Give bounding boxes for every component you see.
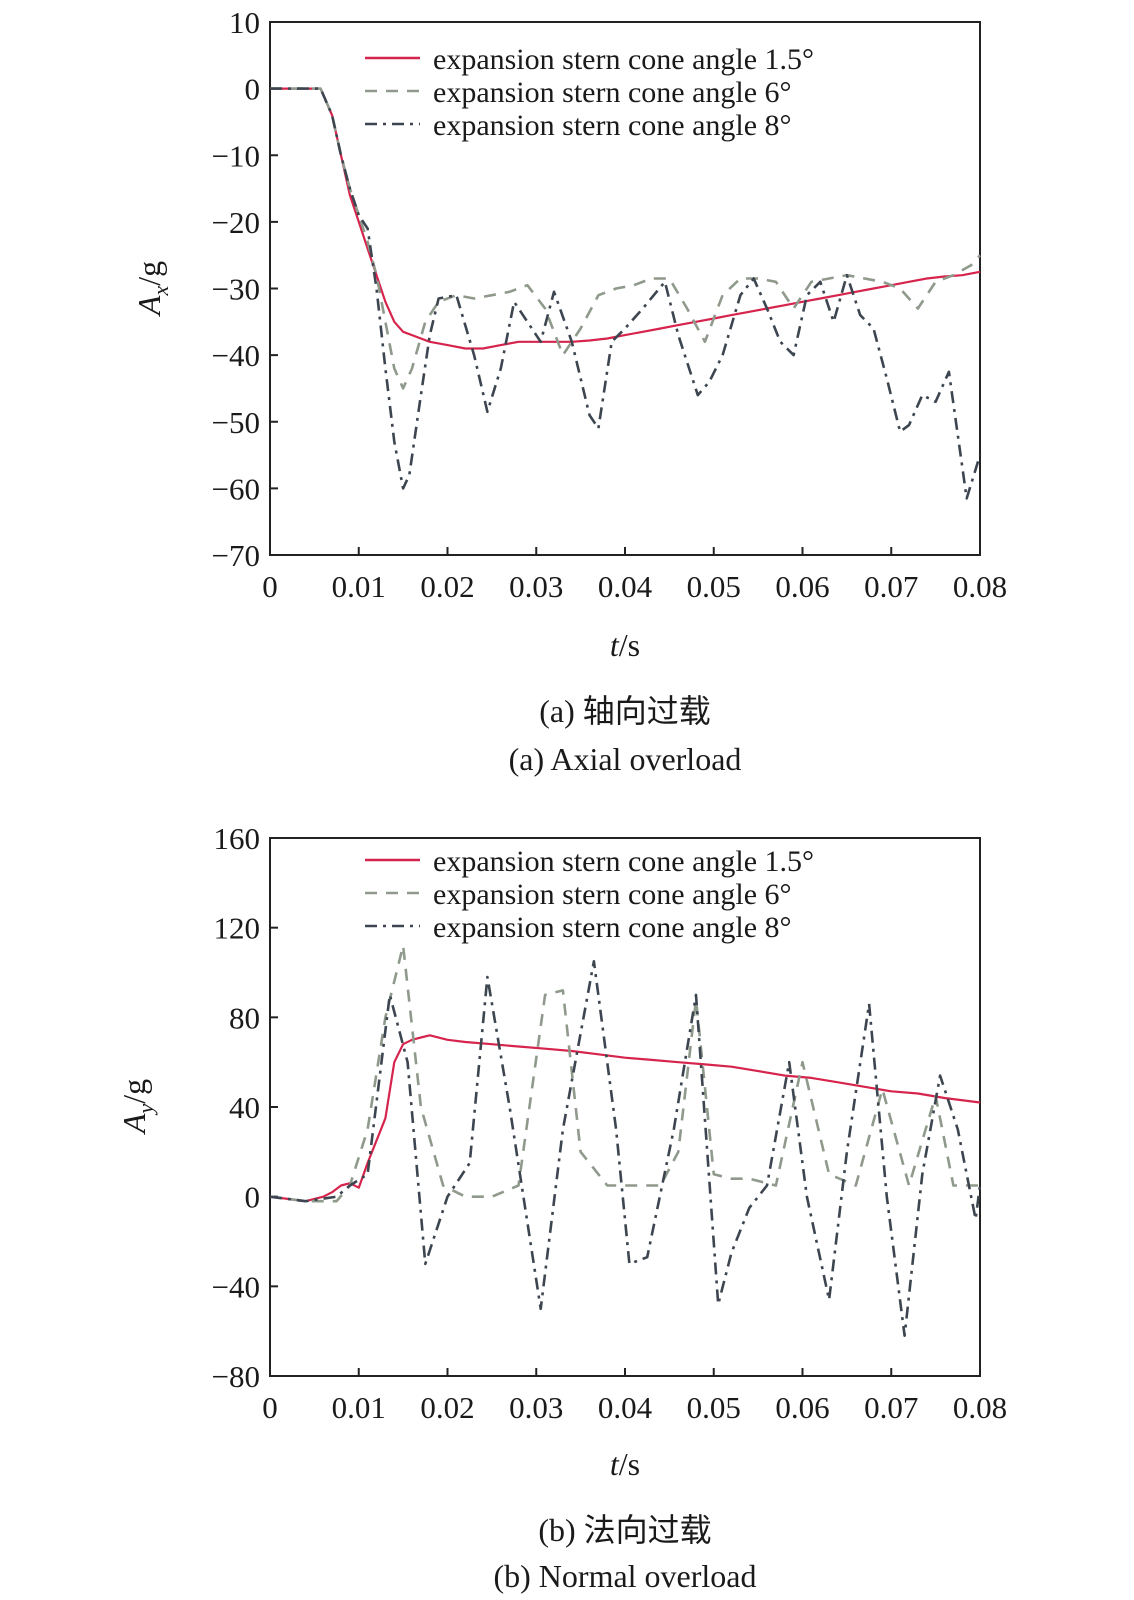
- x-tick-label: 0.06: [775, 569, 829, 604]
- y-ticks: 160 120 80 40 0 −40 −80: [212, 821, 278, 1394]
- x-tick-label: 0.06: [775, 1390, 829, 1425]
- y-tick-label: −30: [212, 272, 260, 307]
- x-tick-label: 0.03: [509, 1390, 563, 1425]
- axial-overload-panel: 0 0.01 0.02 0.03 0.04 0.05 0.06 0.07 0.08 10 0 −10…: [131, 5, 1007, 777]
- x-tick-label: 0.05: [687, 569, 741, 604]
- caption-english: (b) Normal overload: [493, 1558, 756, 1594]
- y-tick-label: 40: [229, 1090, 260, 1125]
- legend-label: expansion stern cone angle 6°: [433, 878, 792, 911]
- y-tick-label: −40: [212, 1269, 260, 1304]
- y-tick-label: −60: [212, 471, 260, 506]
- x-tick-label: 0.07: [864, 569, 918, 604]
- y-ticks: 10 0 −10 −20 −30 −40 −50 −60 −70: [212, 5, 278, 573]
- x-axis-title: t/s: [610, 627, 640, 663]
- caption-chinese: (b) 法向过载: [538, 1512, 711, 1548]
- y-tick-label: −80: [212, 1359, 260, 1394]
- y-tick-label: 80: [229, 1000, 260, 1035]
- legend-label: expansion stern cone angle 8°: [433, 911, 792, 944]
- y-tick-label: 0: [245, 1180, 261, 1215]
- x-tick-label: 0.08: [953, 569, 1007, 604]
- y-tick-label: 120: [214, 911, 261, 946]
- x-tick-label: 0.04: [598, 569, 653, 604]
- x-tick-label: 0.02: [420, 569, 474, 604]
- y-tick-label: 160: [214, 821, 261, 856]
- legend-label: expansion stern cone angle 1.5°: [433, 845, 814, 878]
- y-tick-label: 10: [229, 5, 260, 40]
- series-lines: [270, 87, 982, 500]
- y-axis-title: Ay/g: [116, 1079, 158, 1135]
- x-tick-label: 0.01: [332, 569, 386, 604]
- x-tick-label: 0.08: [953, 1390, 1007, 1425]
- series-line: [270, 87, 982, 500]
- x-ticks: 0 0.01 0.02 0.03 0.04 0.05 0.06 0.07 0.08: [262, 547, 1007, 604]
- normal-overload-panel: 0 0.01 0.02 0.03 0.04 0.05 0.06 0.07 0.08 160 120…: [116, 821, 1007, 1594]
- x-tick-label: 0.01: [332, 1390, 386, 1425]
- y-tick-label: −70: [212, 538, 260, 573]
- y-axis-title: Ax/g: [131, 261, 173, 317]
- y-tick-label: −50: [212, 405, 260, 440]
- series-line: [269, 960, 982, 1337]
- y-tick-label: −40: [212, 338, 260, 373]
- x-ticks: 0 0.01 0.02 0.03 0.04 0.05 0.06 0.07 0.08: [262, 1368, 1007, 1425]
- legend: expansion stern cone angle 1.5°expansion…: [365, 43, 814, 142]
- series-line: [270, 87, 981, 390]
- y-tick-label: −20: [212, 205, 260, 240]
- y-tick-label: −10: [212, 138, 260, 173]
- x-tick-label: 0.04: [598, 1390, 653, 1425]
- caption-english: (a) Axial overload: [509, 741, 742, 777]
- x-tick-label: 0: [262, 569, 278, 604]
- legend-label: expansion stern cone angle 8°: [433, 109, 792, 142]
- legend: expansion stern cone angle 1.5°expansion…: [365, 845, 814, 944]
- y-tick-label: 0: [245, 72, 261, 107]
- series-lines: [269, 944, 982, 1337]
- x-tick-label: 0.07: [864, 1390, 918, 1425]
- legend-label: expansion stern cone angle 1.5°: [433, 43, 814, 76]
- x-axis-title: t/s: [610, 1446, 640, 1482]
- x-tick-label: 0.05: [687, 1390, 741, 1425]
- x-tick-label: 0.03: [509, 569, 563, 604]
- series-line: [269, 944, 980, 1203]
- legend-label: expansion stern cone angle 6°: [433, 76, 792, 109]
- x-tick-label: 0.02: [420, 1390, 474, 1425]
- caption-chinese: (a) 轴向过载: [539, 693, 711, 729]
- x-tick-label: 0: [262, 1390, 278, 1425]
